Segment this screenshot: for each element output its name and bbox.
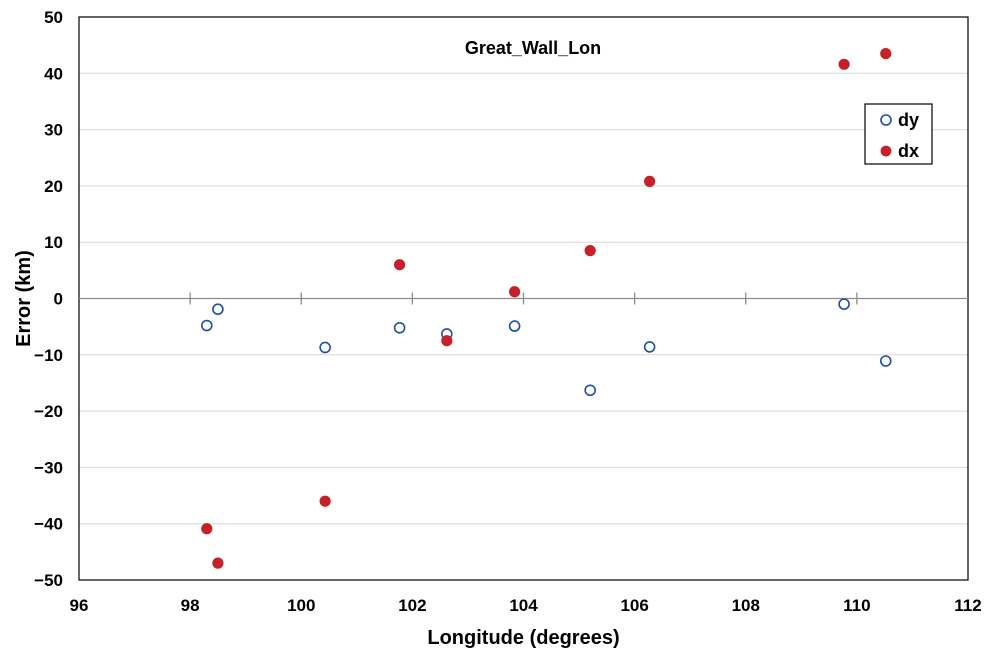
x-tick-label: 106 (620, 596, 648, 615)
data-point-dy (200, 319, 213, 332)
data-point-dy (393, 321, 406, 334)
y-tick-label: 20 (44, 177, 63, 196)
data-point-dy (212, 303, 224, 315)
x-tick-label: 104 (509, 596, 538, 615)
data-point-dx (212, 557, 224, 569)
data-point-dx (880, 47, 892, 60)
data-point-dx (201, 523, 213, 535)
data-point-dx (644, 175, 656, 187)
data-point-dy (643, 341, 656, 353)
legend-label-dx: dx (898, 141, 919, 161)
data-point-dx (319, 495, 331, 507)
y-tick-label: −10 (34, 346, 63, 365)
x-tick-label: 96 (70, 596, 89, 615)
x-tick-labels: 96 98 100 102 104 106 108 110 112 (70, 596, 982, 615)
x-tick-label: 102 (398, 596, 426, 615)
y-tick-label: −30 (34, 458, 63, 477)
data-point-dy (319, 341, 331, 354)
chart-title: Great_Wall_Lon (465, 38, 601, 58)
x-tick-label: 108 (732, 596, 760, 615)
data-point-dy (584, 384, 596, 397)
y-tick-label: −20 (34, 402, 63, 421)
legend-box (864, 103, 933, 165)
data-point-dx (838, 58, 850, 70)
data-point-dx (509, 286, 521, 298)
y-tick-label: 50 (44, 8, 63, 27)
y-tick-label: 30 (44, 121, 63, 140)
y-axis-title: Error (km) (13, 250, 35, 347)
x-axis-title: Longitude (degrees) (427, 627, 619, 649)
zero-axis (79, 292, 968, 305)
y-tick-labels: −50 −40 −30 −20 −10 0 10 20 30 40 50 (34, 8, 63, 590)
data-series (200, 47, 892, 569)
series-dy (200, 298, 892, 397)
data-point-dy (879, 355, 892, 367)
data-point-dy (838, 298, 850, 310)
y-tick-label: 0 (54, 290, 63, 309)
legend: dy dx (864, 103, 933, 165)
data-point-dx (393, 259, 406, 271)
data-point-dx (441, 335, 453, 347)
legend-marker-dx (880, 145, 892, 157)
data-point-dy (508, 320, 521, 332)
y-tick-label: 10 (44, 233, 63, 252)
data-point-dx (584, 245, 596, 257)
y-tick-label: −50 (34, 571, 63, 590)
y-tick-label: 40 (44, 64, 63, 83)
x-tick-label: 100 (287, 596, 315, 615)
y-tick-label: −40 (34, 515, 63, 534)
series-dx (201, 47, 892, 569)
legend-label-dy: dy (898, 110, 919, 130)
x-tick-label: 98 (181, 596, 200, 615)
legend-marker-dy (880, 114, 892, 126)
x-tick-label: 110 (843, 596, 870, 615)
x-tick-label: 112 (954, 596, 981, 615)
